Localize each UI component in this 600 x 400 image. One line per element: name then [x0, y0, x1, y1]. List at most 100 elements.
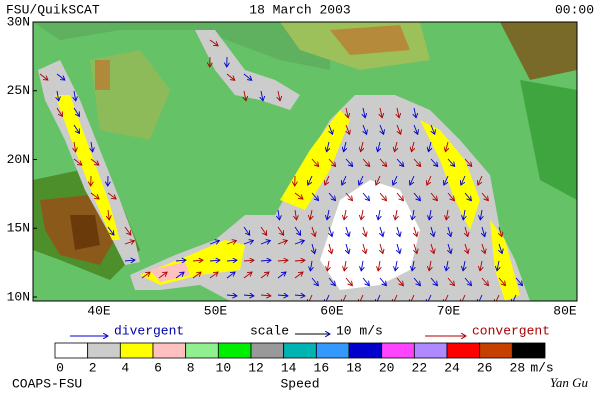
wind-arrow	[260, 226, 267, 235]
colorbar-label: 28	[510, 360, 526, 375]
wind-arrow	[192, 260, 203, 261]
colorbar-label: 14	[281, 360, 297, 375]
wind-arrow	[397, 243, 400, 254]
wind-arrow	[444, 175, 449, 185]
wind-arrow	[363, 124, 367, 134]
wind-arrow	[226, 73, 235, 80]
colorbar-swatch	[479, 342, 513, 359]
colorbar-label: 0	[56, 360, 64, 375]
wind-arrow	[260, 240, 270, 244]
colorbar-label: 24	[444, 360, 460, 375]
wind-arrow	[325, 175, 330, 185]
wind-arrow	[395, 209, 397, 220]
wind-arrow	[73, 158, 82, 165]
wind-arrow	[327, 141, 329, 152]
wind-arrow	[380, 124, 384, 134]
wind-arrow	[362, 192, 369, 201]
wind-arrow	[243, 260, 254, 261]
wind-arrow	[446, 209, 448, 220]
wind-arrow	[312, 226, 315, 236]
wind-arrow	[410, 175, 415, 185]
wind-arrow	[277, 295, 288, 296]
colorbar-label: 4	[121, 360, 129, 375]
wind-arrow	[430, 158, 438, 166]
wind-arrow	[397, 226, 400, 237]
wind-arrow	[175, 260, 186, 261]
wind-arrow	[461, 294, 466, 301]
wind-arrow	[363, 243, 366, 254]
wind-arrow	[395, 260, 397, 271]
wind-arrow	[91, 141, 93, 152]
wind-arrow	[412, 260, 414, 271]
colorbar-swatch	[511, 342, 546, 359]
wind-arrow	[414, 226, 417, 237]
wind-arrow	[342, 294, 347, 301]
wind-arrow	[342, 175, 347, 185]
wind-arrow	[175, 272, 184, 279]
wind-arrow	[362, 277, 369, 286]
wind-arrow	[515, 277, 523, 286]
wind-arrow	[480, 260, 482, 271]
wind-arrow	[413, 277, 420, 286]
colorbar-label: 20	[379, 360, 395, 375]
wind-arrow	[429, 260, 431, 271]
colorbar-label: 16	[314, 360, 330, 375]
colorbar-swatch	[152, 342, 187, 359]
wind-arrow	[141, 272, 150, 279]
wind-arrow	[463, 209, 465, 220]
wind-arrow	[376, 294, 381, 301]
wind-arrow	[260, 295, 271, 296]
wind-arrow	[294, 192, 303, 199]
lon-label: 50E	[204, 303, 228, 318]
wind-arrow	[327, 260, 329, 271]
wind-arrow	[431, 226, 434, 237]
wind-arrow	[414, 124, 418, 134]
colorbar-label: 6	[154, 360, 162, 375]
wind-arrow	[328, 192, 335, 201]
wind-arrow	[430, 192, 437, 201]
wind-arrow	[226, 260, 237, 261]
wind-arrow	[244, 90, 246, 101]
wind-arrow	[465, 243, 468, 254]
wind-arrow	[448, 226, 451, 237]
wind-arrow	[209, 272, 218, 279]
wind-arrow	[329, 226, 332, 237]
wind-arrow	[410, 294, 415, 301]
colorbar-swatch	[185, 342, 219, 359]
wind-arrow	[344, 209, 346, 220]
wind-arrow	[363, 226, 366, 237]
wind-arrow	[362, 158, 370, 166]
wind-arrow	[311, 277, 318, 286]
wind-arrow	[124, 260, 135, 261]
wind-arrow	[311, 158, 319, 166]
wind-arrow	[295, 209, 297, 220]
wind-arrow	[243, 295, 254, 296]
colorbar-label: 8	[187, 360, 195, 375]
legend-scale: scale	[250, 323, 289, 338]
wind-arrow	[277, 240, 287, 244]
colorbar-swatch	[250, 342, 285, 359]
wind-arrow	[397, 107, 399, 118]
wind-arrow	[158, 272, 167, 279]
wind-arrow	[445, 141, 448, 152]
wind-arrow	[346, 107, 348, 118]
colorbar-label: 2	[89, 360, 97, 375]
header-right: 00:00	[555, 2, 594, 17]
wind-arrow	[380, 107, 382, 118]
wind-arrow	[294, 260, 305, 261]
wind-arrow	[464, 277, 471, 286]
wind-arrow	[277, 226, 284, 235]
wind-arrow	[346, 124, 350, 134]
wind-arrow	[294, 240, 304, 244]
wind-arrow	[243, 240, 253, 244]
colorbar-swatch	[315, 342, 350, 359]
lon-label: 40E	[87, 303, 111, 318]
header-left: FSU/QuikSCAT	[6, 2, 100, 17]
wind-arrow	[413, 158, 421, 166]
wind-arrow	[430, 277, 437, 286]
wind-arrow	[397, 124, 401, 134]
wind-arrow	[328, 277, 335, 286]
wind-arrow	[124, 241, 134, 244]
lon-label: 80E	[553, 303, 577, 318]
